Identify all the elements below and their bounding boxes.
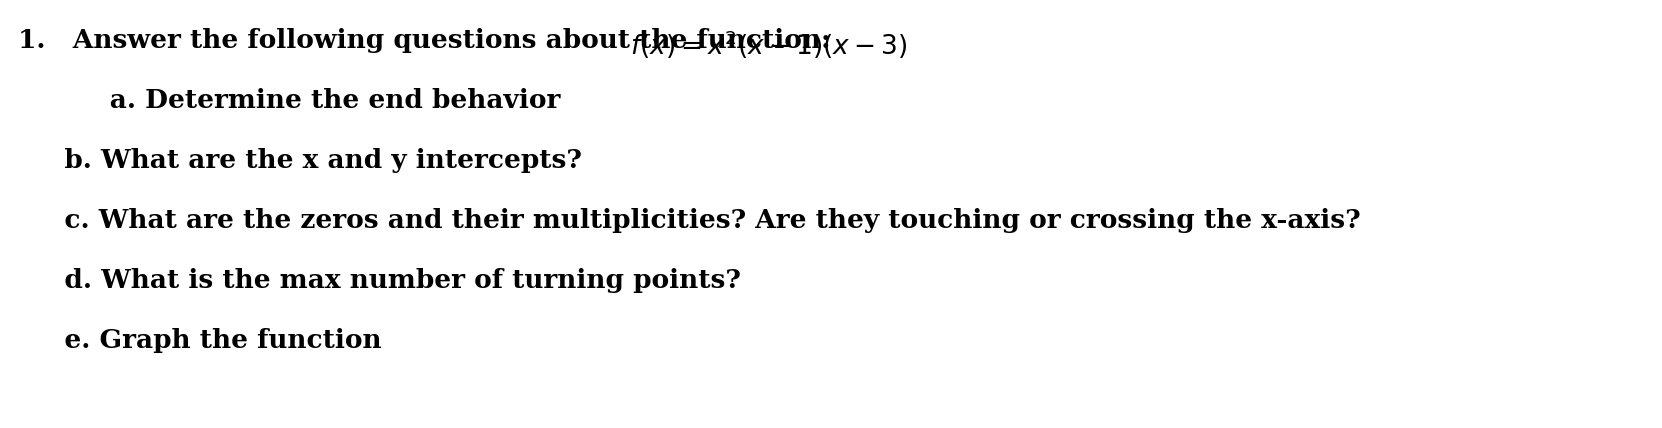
Text: a. Determine the end behavior: a. Determine the end behavior	[55, 88, 560, 113]
Text: d. What is the max number of turning points?: d. What is the max number of turning poi…	[37, 268, 741, 293]
Text: e. Graph the function: e. Graph the function	[37, 328, 382, 353]
Text: 1.   Answer the following questions about the function:: 1. Answer the following questions about …	[18, 28, 849, 53]
Text: b. What are the x and y intercepts?: b. What are the x and y intercepts?	[37, 148, 582, 173]
Text: $f(x) = x^{2}(x-1)(x-3)$: $f(x) = x^{2}(x-1)(x-3)$	[630, 28, 907, 60]
Text: c. What are the zeros and their multiplicities? Are they touching or crossing th: c. What are the zeros and their multipli…	[37, 208, 1361, 233]
